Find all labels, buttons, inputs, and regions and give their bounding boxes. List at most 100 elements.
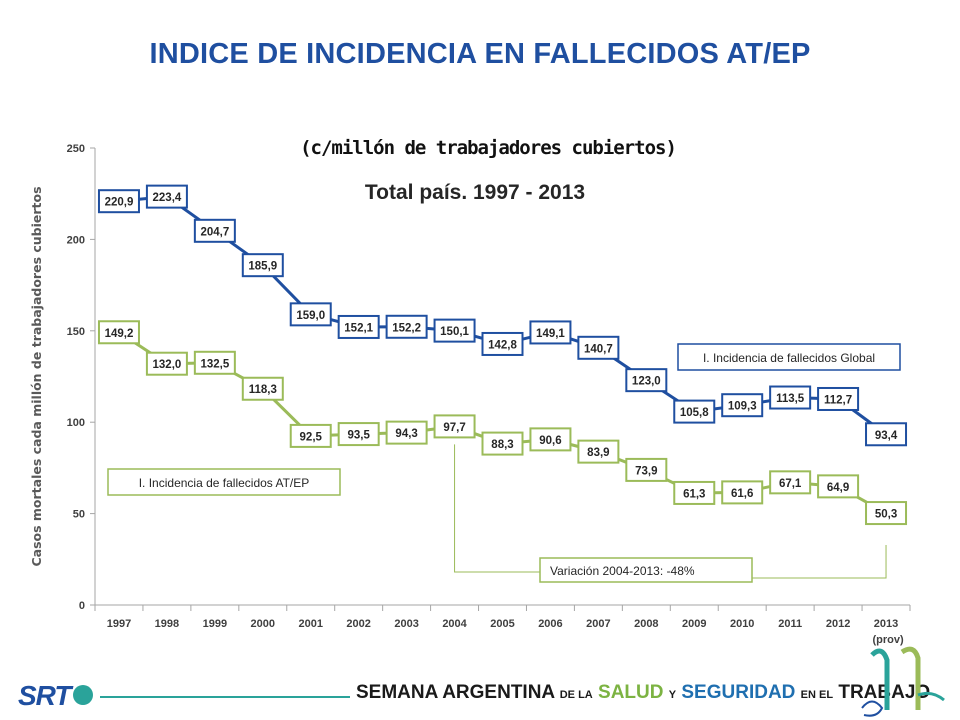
- y-axis-label: Casos mortales cada millón de trabajador…: [29, 186, 44, 566]
- data-label: 113,5: [776, 393, 805, 405]
- footer-word-4: Y: [668, 689, 677, 701]
- data-point-box: [625, 368, 668, 393]
- data-point-box: [625, 457, 668, 482]
- data-label: 109,3: [728, 401, 757, 413]
- x-tick-label: 1997: [107, 618, 131, 630]
- data-label: 132,0: [153, 359, 182, 371]
- footer-word-7: TRABAJO: [838, 682, 931, 703]
- x-tick-label: 2010: [730, 618, 754, 630]
- y-tick-label: 100: [67, 417, 85, 429]
- chart-subtitle-2: Total país. 1997 - 2013: [365, 181, 585, 204]
- data-label: 123,0: [632, 376, 661, 388]
- data-label: 149,2: [105, 328, 134, 340]
- x-tick-label: 2000: [251, 618, 275, 630]
- logo-text: SRT: [18, 680, 71, 711]
- x-tick-label: 1999: [203, 618, 227, 630]
- data-label: 64,9: [827, 482, 849, 494]
- data-label: 132,5: [200, 358, 229, 370]
- data-point-box: [337, 314, 380, 339]
- chart-series: 220,9 223,4 204,7 185,9 159,0 152,1 152,2 150,1…: [97, 184, 908, 579]
- data-label: 61,6: [731, 488, 753, 500]
- y-tick-label: 0: [79, 600, 85, 612]
- data-point-box: [241, 376, 284, 401]
- x-tick-label: 1998: [155, 618, 179, 630]
- x-tick-label: 2008: [634, 618, 658, 630]
- legend-box-atep: [107, 468, 341, 496]
- data-label: 142,8: [488, 339, 517, 351]
- data-label: 149,1: [536, 328, 565, 340]
- data-label: 50,3: [875, 509, 897, 521]
- data-label: 88,3: [491, 439, 513, 451]
- x-tick-label: 2007: [586, 618, 610, 630]
- data-label: 83,9: [587, 447, 609, 459]
- data-point-box: [817, 386, 860, 411]
- data-point-box: [577, 439, 620, 464]
- annotation-bracket-left: [454, 444, 540, 573]
- footer-word-6: EN EL: [800, 689, 834, 701]
- data-point-box: [769, 385, 812, 410]
- annotation-bracket-right: [752, 545, 887, 579]
- data-label: 152,1: [344, 322, 373, 334]
- y-tick-label: 50: [73, 509, 85, 521]
- data-point-box: [673, 399, 716, 424]
- data-point-box: [97, 189, 140, 214]
- data-point-box: [337, 422, 380, 447]
- data-label: 152,2: [392, 322, 421, 334]
- data-label: 204,7: [200, 226, 229, 238]
- legend-label-atep: I. Incidencia de fallecidos AT/EP: [139, 476, 310, 490]
- y-tick-label: 250: [67, 143, 85, 155]
- annotation-text: Variación 2004-2013: -48%: [550, 564, 695, 578]
- data-point-box: [529, 427, 572, 452]
- x-tick-label: 2013: [874, 618, 898, 630]
- data-point-box: [433, 318, 476, 343]
- data-point-box: [865, 501, 908, 526]
- logo-mark-icon: [72, 684, 93, 705]
- data-point-box: [193, 218, 236, 243]
- data-point-box: [433, 414, 476, 439]
- data-label: 92,5: [300, 431, 323, 443]
- data-label: 159,0: [296, 310, 325, 322]
- x-tick-label: 2001: [298, 618, 322, 630]
- data-label: 97,7: [443, 422, 465, 434]
- data-point-box: [721, 480, 764, 505]
- footer-divider: [100, 696, 350, 698]
- x-tick-label: 2005: [490, 618, 514, 630]
- data-label: 94,3: [395, 428, 417, 440]
- data-label: 150,1: [440, 326, 469, 338]
- footer-word-1: SEMANA ARGENTINA: [356, 682, 555, 703]
- data-point-box: [577, 335, 620, 360]
- legend-box-global: [677, 343, 901, 371]
- data-label: 93,4: [875, 430, 898, 442]
- x-tick-label: 2009: [682, 618, 706, 630]
- data-label: 67,1: [779, 478, 802, 490]
- data-label: 93,5: [347, 430, 370, 442]
- x-tick-label: 2012: [826, 618, 850, 630]
- chart-text: Casos mortales cada millón de trabajador…: [29, 137, 901, 583]
- data-point-box: [97, 320, 140, 345]
- annotation-box: [539, 557, 753, 583]
- footer-word-3: SALUD: [598, 682, 664, 703]
- y-tick-label: 200: [67, 234, 85, 246]
- data-label: 220,9: [105, 197, 134, 209]
- y-tick-label: 150: [67, 326, 85, 338]
- data-point-box: [145, 184, 188, 209]
- data-point-box: [193, 350, 236, 375]
- data-point-box: [721, 393, 764, 418]
- chart-axes: 0 50 100 150 200 250 1997 1998 1999 2000 2001 2002 2…: [67, 143, 911, 646]
- data-point-box: [673, 480, 716, 505]
- legend-label-global: I. Incidencia de fallecidos Global: [703, 351, 875, 365]
- data-point-box: [385, 314, 428, 339]
- data-label: 73,9: [635, 465, 657, 477]
- data-label: 112,7: [824, 394, 852, 406]
- data-point-box: [385, 420, 428, 445]
- x-tick-label: 2006: [538, 618, 562, 630]
- data-point-box: [289, 423, 332, 448]
- data-label: 61,3: [683, 488, 705, 500]
- data-label: 140,7: [584, 343, 613, 355]
- data-label: 105,8: [680, 407, 709, 419]
- data-label: 185,9: [248, 261, 277, 273]
- data-point-box: [817, 474, 860, 499]
- srt-logo: SRT: [18, 680, 93, 712]
- footer-event-name: SEMANA ARGENTINA DE LA SALUD Y SEGURIDAD…: [356, 682, 930, 704]
- data-point-box: [481, 431, 524, 456]
